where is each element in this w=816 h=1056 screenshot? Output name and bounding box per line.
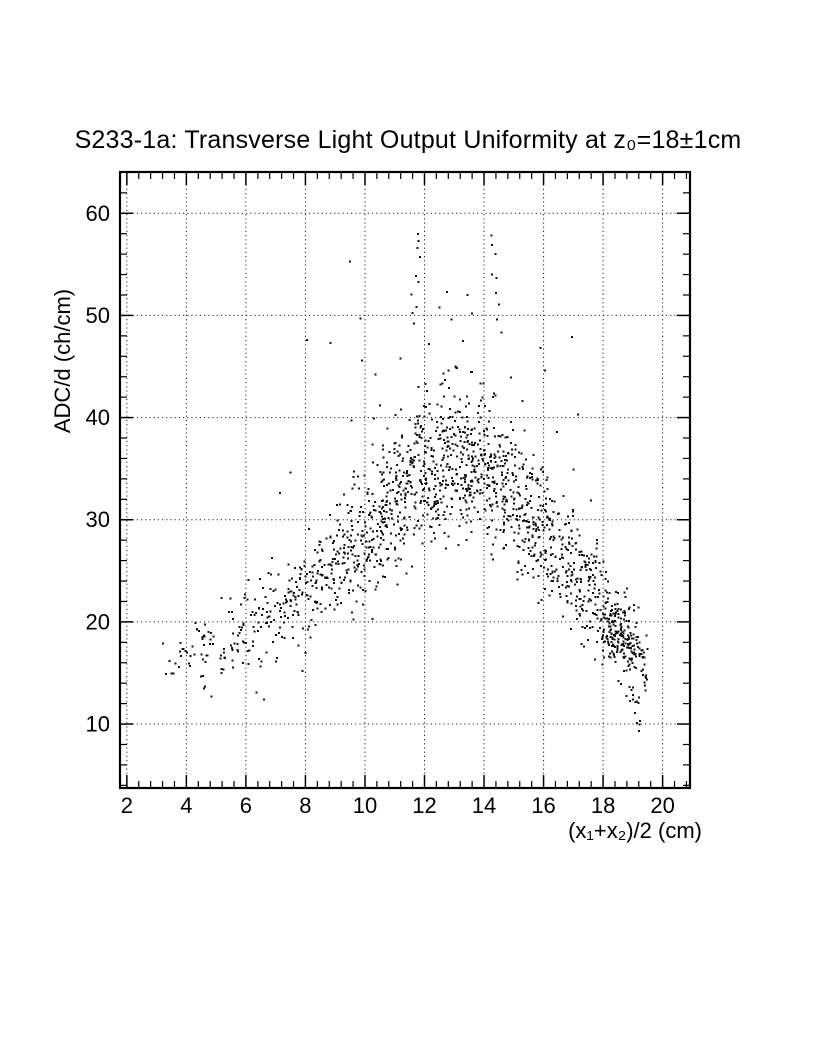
svg-text:20: 20	[650, 793, 674, 818]
svg-text:60: 60	[86, 201, 110, 226]
plot-frame	[118, 170, 692, 790]
svg-text:50: 50	[86, 303, 110, 328]
svg-text:40: 40	[86, 405, 110, 430]
svg-text:10: 10	[353, 793, 377, 818]
chart-title: S233-1a: Transverse Light Output Uniform…	[74, 126, 742, 154]
svg-text:14: 14	[472, 793, 496, 818]
x-tick-labels: 2 4 6 8 10 12 14 16 18 20	[121, 793, 675, 818]
svg-text:18: 18	[591, 793, 615, 818]
svg-text:6: 6	[240, 793, 252, 818]
svg-text:10: 10	[86, 712, 110, 737]
svg-text:8: 8	[299, 793, 311, 818]
y-tick-labels: 10 20 30 40 50 60	[86, 201, 110, 737]
svg-text:20: 20	[86, 609, 110, 634]
data-points	[161, 233, 649, 733]
x-axis-title: (x₁+x₂)/2 (cm)	[568, 818, 702, 843]
svg-text:12: 12	[412, 793, 436, 818]
svg-text:16: 16	[531, 793, 555, 818]
svg-text:30: 30	[86, 507, 110, 532]
gridlines	[120, 172, 690, 788]
svg-text:2: 2	[121, 793, 133, 818]
svg-text:4: 4	[180, 793, 192, 818]
tick-marks	[120, 171, 690, 788]
